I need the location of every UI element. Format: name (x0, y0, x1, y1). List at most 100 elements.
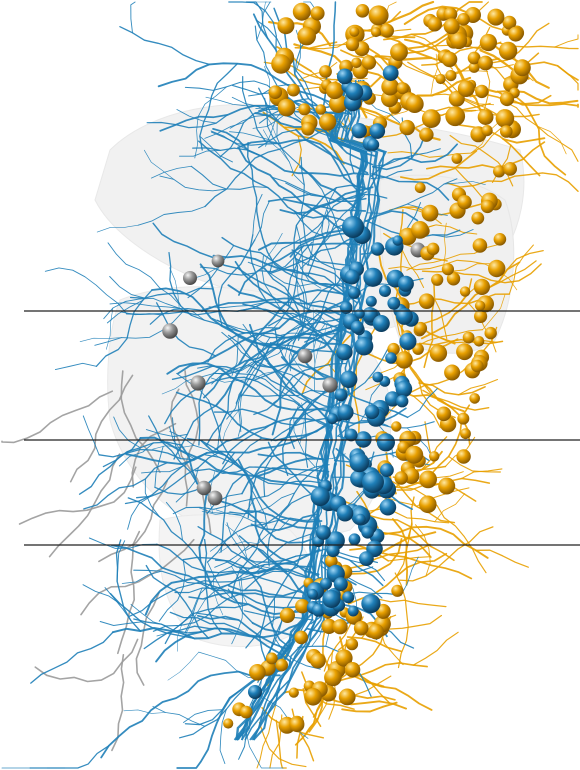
blue-neurite (253, 362, 347, 416)
blue-neurite (292, 252, 306, 336)
blue-soma (361, 594, 381, 614)
orange-soma (399, 119, 415, 136)
blue-neurite (187, 245, 235, 299)
orange-neurite (407, 496, 415, 539)
blue-neurite (297, 283, 350, 341)
blue-neurite (289, 232, 354, 258)
orange-soma (421, 204, 439, 222)
blue-neurite (137, 206, 206, 226)
orange-soma (421, 109, 441, 128)
blue-soma (344, 269, 360, 285)
orange-soma (368, 623, 384, 640)
blue-neurite (198, 651, 262, 680)
orange-neurite (458, 378, 499, 396)
blue-neurite (211, 364, 249, 385)
orange-soma (353, 620, 369, 636)
orange-neurite (258, 722, 307, 768)
blue-neurite (158, 559, 186, 622)
orange-soma (456, 343, 473, 361)
blue-neurite (141, 465, 183, 474)
orange-neurite (479, 22, 550, 64)
blue-neurite (342, 347, 389, 401)
blue-neurite (172, 417, 181, 460)
orange-neurite (349, 538, 403, 575)
orange-neurite (503, 100, 579, 162)
blue-neurite (256, 1, 272, 41)
orange-neurite (554, 34, 579, 48)
gray-neurite (48, 453, 121, 558)
blue-soma (399, 332, 417, 350)
blue-neurite (360, 383, 381, 422)
orange-soma (460, 428, 471, 440)
orange-soma (371, 27, 381, 38)
gray-neurite (131, 422, 177, 488)
blue-neurite (133, 569, 229, 592)
blue-neurite (254, 200, 270, 241)
blue-soma (372, 371, 384, 383)
orange-soma (265, 652, 278, 665)
blue-soma (354, 336, 374, 356)
section-lines (24, 310, 580, 546)
orange-soma (349, 26, 360, 37)
gray-neurite (135, 592, 160, 686)
blue-soma (345, 82, 364, 101)
blue-neurite (219, 108, 283, 158)
orange-soma (479, 33, 497, 52)
blue-neurite (243, 610, 314, 621)
blue-neurite (130, 604, 167, 627)
blue-neurite (370, 169, 413, 180)
blue-soma (367, 138, 380, 151)
blue-neurite (238, 627, 309, 760)
orange-soma (493, 165, 506, 178)
orange-soma (474, 309, 488, 323)
orange-soma (315, 104, 327, 115)
blue-neurite (194, 466, 331, 488)
blue-neurite (249, 234, 268, 302)
blue-soma (348, 533, 361, 546)
orange-soma (418, 293, 435, 310)
blue-soma (307, 588, 319, 600)
blue-neurite (257, 451, 328, 462)
gray-soma (183, 271, 197, 285)
blue-neurite (314, 323, 328, 364)
blue-neurite (293, 210, 327, 238)
orange-neurite (308, 40, 351, 50)
blue-soma (395, 307, 413, 325)
blue-soma (397, 275, 414, 292)
blue-neurite (96, 224, 139, 233)
blue-neurite (104, 587, 132, 622)
orange-soma (468, 61, 480, 73)
orange-soma (472, 238, 488, 253)
gray-neurite (34, 638, 139, 683)
orange-soma (361, 55, 377, 70)
orange-soma (446, 272, 461, 286)
blue-soma (344, 428, 358, 442)
blue-neurite (267, 198, 367, 212)
blue-neurite (241, 75, 266, 142)
orange-soma (419, 495, 437, 514)
blue-neurite (133, 618, 203, 634)
gray-cells (162, 242, 426, 506)
blue-soma (340, 370, 358, 388)
orange-soma (445, 106, 466, 127)
blue-neurite (169, 426, 195, 459)
orange-soma (412, 343, 424, 355)
blue-soma (395, 380, 413, 398)
orange-soma (429, 451, 440, 462)
orange-soma (326, 81, 344, 100)
blue-neurite (95, 289, 153, 367)
blue-neurite (197, 365, 333, 429)
orange-soma (457, 195, 472, 210)
gray-neurite (18, 466, 137, 525)
blue-neurite (212, 254, 360, 300)
blue-neurite (239, 568, 306, 594)
orange-neurite (406, 361, 434, 397)
orange-soma (481, 125, 493, 137)
blue-neurite (103, 297, 192, 320)
orange-neurite (366, 508, 450, 524)
orange-soma (345, 638, 359, 651)
blue-neurite (255, 457, 324, 478)
orange-soma (445, 70, 457, 82)
blue-neurite (238, 242, 361, 296)
orange-soma (325, 554, 338, 568)
